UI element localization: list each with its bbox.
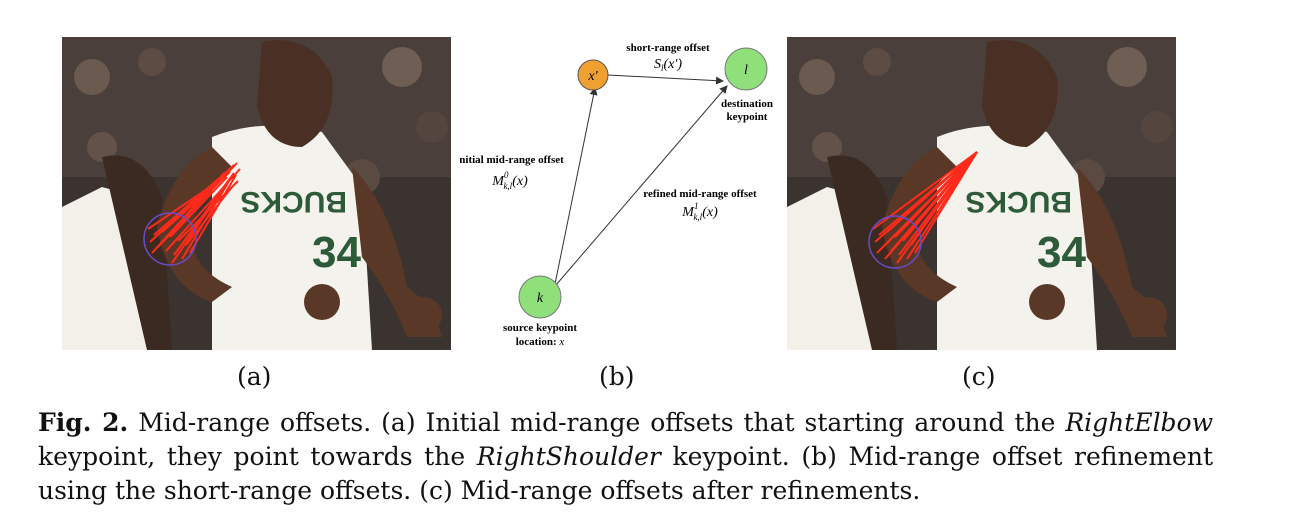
initial-offset-formula: M0 k,l(x) xyxy=(491,170,528,191)
x-prime-label: x′ xyxy=(587,69,598,84)
subfigure-label-b: (b) xyxy=(599,362,635,391)
svg-text:BUCKS: BUCKS xyxy=(965,185,1072,218)
initial-offset-arrow xyxy=(554,87,598,285)
caption-text-2: keypoint, they point towards the xyxy=(38,442,477,471)
photo-initial-offsets: BUCKS 34 xyxy=(62,37,451,350)
refined-offset-formula: M1 k,l(x) xyxy=(681,201,718,222)
destination-label-1: destination xyxy=(721,98,773,110)
destination-node-label: l xyxy=(744,63,748,78)
short-range-title: short-range offset xyxy=(626,42,710,54)
initial-offset-title: initial mid-range offset xyxy=(460,154,564,166)
photo-refined-offsets: BUCKS 34 xyxy=(787,37,1176,350)
source-label-2: location: x xyxy=(516,336,565,348)
svg-text:BUCKS: BUCKS xyxy=(240,185,347,218)
subfigure-label-c: (c) xyxy=(962,362,996,391)
source-node xyxy=(518,275,562,319)
refined-offset-title: refined mid-range offset xyxy=(643,188,757,200)
elbow-keypoint-circle xyxy=(143,212,197,266)
basketball-player-image: BUCKS 34 xyxy=(787,37,1176,350)
figure-number: Fig. 2. xyxy=(38,408,129,437)
subfigure-label-a: (a) xyxy=(237,362,272,391)
x-prime-node xyxy=(577,59,609,91)
caption-text-3: keypoint. (b) Mid-range offset refinemen… xyxy=(38,442,1213,505)
destination-label-2: keypoint xyxy=(727,111,768,123)
caption-text-1: Mid-range offsets. (a) Initial mid-range… xyxy=(128,408,1066,437)
source-node-label: k xyxy=(537,291,544,306)
short-range-formula: Sl(x′) xyxy=(654,57,682,73)
svg-text:34: 34 xyxy=(312,228,361,277)
initial-offset-vectors xyxy=(147,162,241,264)
refined-offset-vectors xyxy=(872,151,978,264)
short-range-arrow xyxy=(607,74,724,85)
svg-text:34: 34 xyxy=(1037,228,1086,277)
basketball-player-image: BUCKS 34 xyxy=(62,37,451,350)
caption-italic-right-elbow: RightElbow xyxy=(1065,408,1214,437)
elbow-keypoint-circle xyxy=(868,215,922,269)
caption-italic-right-shoulder: RightShoulder xyxy=(476,442,661,471)
refined-offset-arrow xyxy=(555,85,728,286)
offset-refinement-diagram: x′ l k short-range offset Sl(x′) destina… xyxy=(460,42,773,348)
figure-caption: Fig. 2. Mid-range offsets. (a) Initial m… xyxy=(38,406,1213,508)
source-label-1: source keypoint xyxy=(503,322,577,334)
destination-node xyxy=(724,47,768,91)
